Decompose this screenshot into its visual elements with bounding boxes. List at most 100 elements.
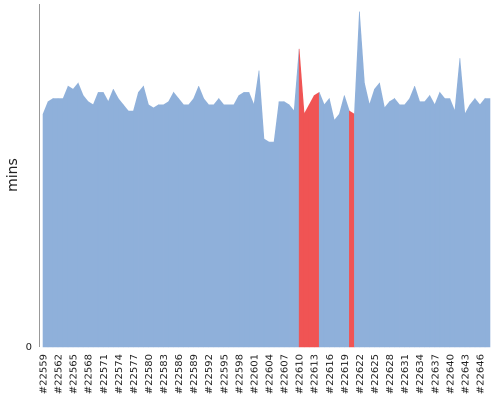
area-segment [193,86,199,348]
highlight-area-segment [298,48,305,348]
area-segment [42,101,49,348]
area-segment [188,97,194,348]
area-segment [52,98,59,348]
x-tick-label: #22628 [385,354,396,394]
area-segment [454,58,461,348]
area-segment [153,104,159,348]
x-tick-label: #22616 [325,354,336,394]
area-segment [87,101,94,348]
area-segment [364,83,370,348]
x-tick-label: #22568 [84,354,95,394]
x-tick-label: #22592 [204,354,215,394]
area-segment [474,97,481,348]
area-segment [97,92,104,348]
area-segment [223,104,230,348]
x-tick-label: #22580 [144,354,155,394]
area-segment [118,97,124,348]
area-segment [374,82,380,348]
area-segment [82,94,89,348]
area-segment [72,82,79,348]
area-segment [133,92,139,348]
area-segment [464,104,471,348]
area-segment [283,101,290,348]
area-segment [183,104,189,348]
area-segment [233,95,240,348]
area-layer [42,11,491,348]
area-segment [369,89,375,348]
area-segment [143,86,149,348]
highlight-area-segment [313,91,320,348]
highlight-area-segment [308,95,315,348]
area-segment [444,98,451,348]
x-tick-label: #22577 [129,354,140,394]
area-segment [399,104,405,348]
area-segment [273,101,280,348]
highlight-area-segment [303,104,310,348]
x-tick-label: #22586 [174,354,185,394]
x-tick-label: #22595 [219,354,230,394]
area-segment [278,101,285,348]
x-tick-label: #22565 [69,354,80,394]
y-tick-label: 0 [26,342,32,353]
area-segment [158,104,164,348]
area-segment [123,103,129,348]
x-tick-label: #22637 [430,354,441,394]
x-tick-label: #22562 [54,354,65,394]
area-segment [62,86,69,348]
area-segment [168,92,174,348]
x-tick-label: #22619 [340,354,351,394]
area-segment [163,101,169,348]
area-segment [263,138,270,348]
area-segment [173,91,179,348]
x-tick-label: #22589 [189,354,200,394]
x-tick-labels: #22559 #22562 #22565 #22568 #22571 #22574 #225… [39,354,487,394]
area-segment [228,104,235,348]
area-segment [77,82,84,348]
area-segment [414,86,420,348]
x-tick-label: #22640 [445,354,456,394]
area-segment [238,91,245,348]
area-segment [113,89,119,348]
x-tick-label: #22601 [249,354,260,394]
area-segment [359,11,365,348]
area-segment [434,92,441,348]
area-segment [323,97,330,348]
x-tick-label: #22622 [355,354,366,394]
highlight-area-segment [349,110,355,348]
area-segment [344,95,350,348]
area-segment [258,70,265,348]
area-segment [57,98,64,348]
area-segment [148,104,154,348]
area-segment [92,92,99,348]
area-segment [328,98,335,348]
area-segment [449,98,456,348]
x-tick-label: #22610 [295,354,306,394]
x-tick-label: #22631 [400,354,411,394]
area-segment [213,97,220,348]
area-segment [339,95,345,348]
area-segment [102,92,109,348]
area-segment [429,95,436,348]
area-segment [203,97,210,348]
x-tick-label: #22646 [475,354,486,394]
area-segment [218,97,225,348]
area-segment [128,110,134,348]
area-segment [47,98,54,348]
area-segment [419,101,426,348]
area-segment [288,103,295,348]
area-segment [459,58,466,348]
x-tick-label: #22634 [415,354,426,394]
area-segment [354,11,360,348]
area-segment [318,92,325,348]
y-axis-title: mins [5,158,21,192]
x-tick-label: #22604 [265,354,276,394]
area-segment [208,104,215,348]
x-tick-label: #22625 [370,354,381,394]
area-segment [479,97,486,348]
area-segment [67,85,74,348]
area-segment [439,91,446,348]
x-tick-label: #22607 [280,354,291,394]
x-tick-label: #22583 [159,354,170,394]
x-tick-label: #22559 [39,354,50,394]
